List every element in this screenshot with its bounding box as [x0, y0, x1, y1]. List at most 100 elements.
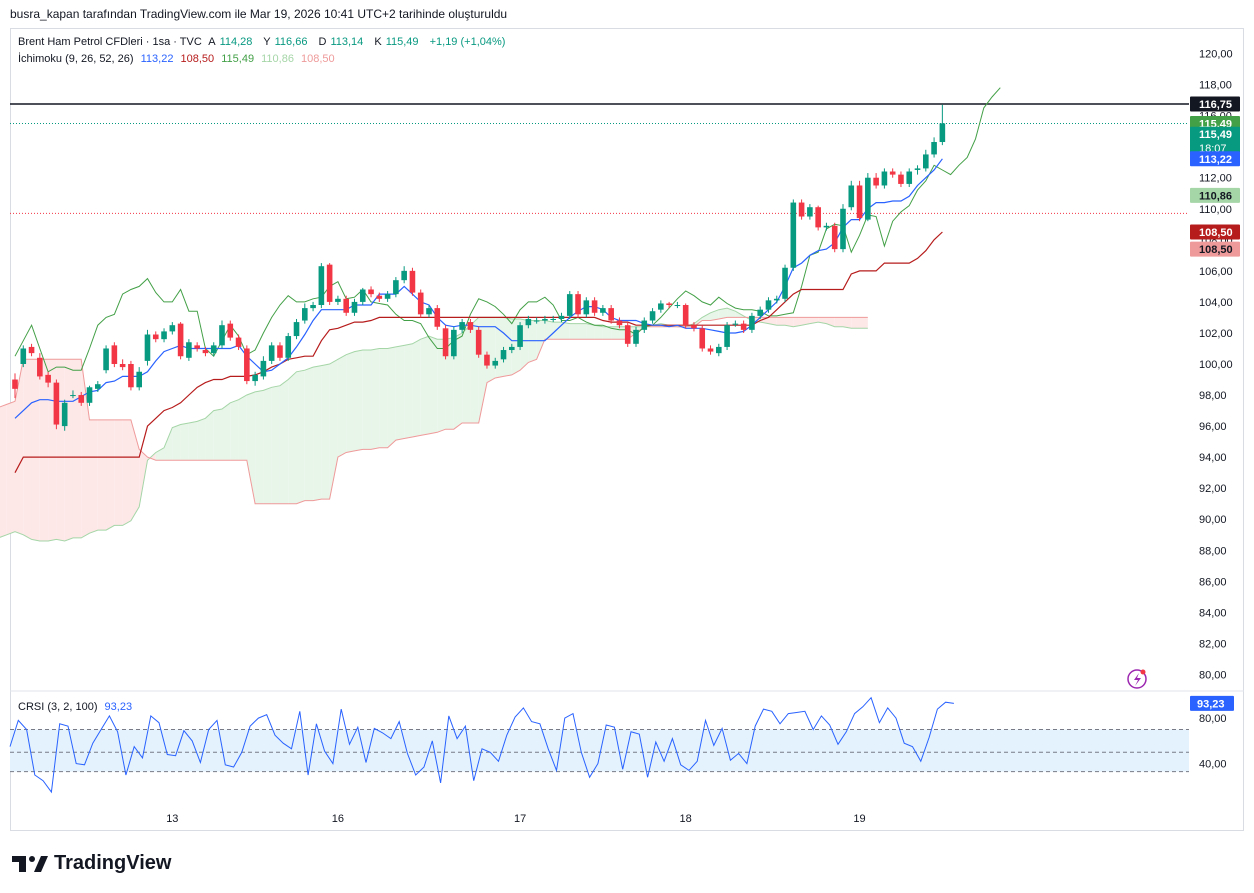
- crsi-label[interactable]: CRSI (3, 2, 100): [18, 701, 98, 713]
- price-badge: [1190, 241, 1240, 257]
- kumo-cloud-segment: [387, 346, 396, 448]
- candle-body: [724, 325, 730, 347]
- price-badge-label: 110,86: [1199, 190, 1232, 202]
- candle-body: [28, 346, 35, 354]
- price-axis-label: 118,00: [1199, 80, 1232, 92]
- candle-body: [53, 382, 60, 425]
- kumo-cloud-segment: [553, 322, 562, 340]
- tradingview-logo[interactable]: TradingView: [12, 852, 171, 875]
- kumo-cloud-segment: [412, 339, 421, 437]
- candle-body: [343, 298, 349, 313]
- kumo-cloud-segment: [859, 317, 868, 329]
- candle-body: [691, 325, 697, 329]
- candle-body: [533, 320, 540, 322]
- kumo-cloud-segment: [122, 419, 131, 526]
- chart-caption: busra_kapan tarafından TradingView.com i…: [10, 7, 508, 21]
- candle-body: [169, 325, 176, 332]
- ichimoku-label[interactable]: İchimoku (9, 26, 52, 26): [18, 53, 134, 65]
- candle-body: [831, 225, 838, 250]
- kumo-cloud-segment: [346, 351, 355, 453]
- candle-body: [409, 270, 416, 293]
- candle-body: [210, 345, 217, 354]
- candle-body: [500, 350, 507, 360]
- kumo-cloud-segment: [503, 317, 512, 377]
- ichimoku-conversion-value: 113,22: [140, 53, 174, 65]
- candle-body: [881, 171, 888, 186]
- kumo-cloud-segment: [693, 317, 703, 327]
- ichimoku-lagging-value: 115,49: [221, 53, 255, 65]
- time-axis-label: 17: [514, 813, 526, 825]
- candle-body: [624, 325, 631, 344]
- kumo-cloud-segment: [313, 365, 322, 501]
- candle-body: [749, 315, 755, 330]
- symbol-name[interactable]: Brent Ham Petrol CFDleri · 1sa · TVC: [18, 36, 202, 48]
- candle-body: [326, 264, 333, 302]
- leading-span-a-line: [0, 307, 868, 542]
- time-axis-label: 19: [853, 813, 865, 825]
- brand-name: TradingView: [54, 852, 172, 874]
- candle-body: [376, 295, 383, 299]
- kumo-cloud-segment: [437, 339, 446, 433]
- candle-body: [914, 168, 921, 170]
- kumo-cloud-segment: [213, 409, 222, 461]
- kumo-cloud-segment: [445, 337, 454, 430]
- candle-body: [12, 379, 18, 389]
- candle-body: [186, 342, 192, 358]
- candle-body: [608, 308, 614, 321]
- candle-body: [765, 300, 772, 310]
- candle-body: [773, 298, 780, 301]
- kumo-cloud-segment: [180, 422, 189, 461]
- candle-body: [86, 387, 93, 403]
- price-axis-label: 102,00: [1199, 328, 1233, 340]
- ichimoku-legend: İchimoku (9, 26, 52, 26) 113,22 108,50 1…: [18, 53, 339, 65]
- candle-body: [393, 280, 399, 295]
- kumo-cloud-segment: [851, 317, 860, 329]
- kumo-cloud-segment: [15, 359, 24, 535]
- kumo-cloud-segment: [64, 359, 73, 541]
- kumo-cloud-segment: [495, 317, 504, 378]
- kumo-cloud-segment: [362, 350, 372, 450]
- kumo-cloud-segment: [164, 427, 173, 461]
- ichimoku-base-value: 108,50: [180, 53, 215, 65]
- candle-body: [848, 185, 855, 208]
- candle-body: [682, 305, 689, 326]
- kumo-cloud-segment: [304, 367, 314, 501]
- candle-body: [566, 294, 573, 316]
- kumo-cloud-segment: [453, 332, 463, 430]
- price-axis-label: 88,00: [1199, 545, 1227, 557]
- price-axis-label: 94,00: [1199, 452, 1227, 464]
- kumo-cloud-segment: [528, 320, 537, 363]
- candle-body: [95, 384, 101, 389]
- kumo-cloud-segment: [72, 359, 82, 538]
- kumo-cloud-segment: [321, 364, 330, 500]
- candle-body: [401, 270, 407, 281]
- candle-body: [889, 171, 896, 175]
- candle-body: [20, 348, 27, 364]
- candle-body: [666, 303, 672, 306]
- candle-body: [517, 325, 523, 347]
- candle-body: [37, 357, 43, 377]
- open-value: A 114,28: [208, 36, 253, 48]
- crsi-legend: CRSI (3, 2, 100) 93,23: [18, 701, 136, 713]
- kumo-cloud-segment: [97, 419, 107, 531]
- candle-body: [359, 289, 366, 302]
- kumo-cloud-segment: [586, 323, 595, 340]
- candle-body: [674, 305, 681, 307]
- candle-body: [310, 305, 316, 309]
- crsi-badge: [1190, 695, 1234, 711]
- kumo-cloud-segment: [420, 336, 429, 436]
- candle-body: [467, 322, 474, 330]
- crsi-line: [9, 696, 954, 794]
- time-axis-label: 16: [332, 813, 344, 825]
- candle-body: [351, 301, 358, 313]
- candle-body: [318, 266, 325, 306]
- kumo-cloud-segment: [486, 317, 496, 383]
- kumo-cloud-segment: [329, 359, 338, 500]
- crsi-band-fill: [10, 729, 1189, 772]
- candle-body: [368, 289, 374, 295]
- price-axis-label: 120,00: [1199, 49, 1233, 61]
- candle-body: [558, 315, 565, 319]
- candle-body: [591, 300, 598, 313]
- lightning-icon[interactable]: [1127, 669, 1147, 689]
